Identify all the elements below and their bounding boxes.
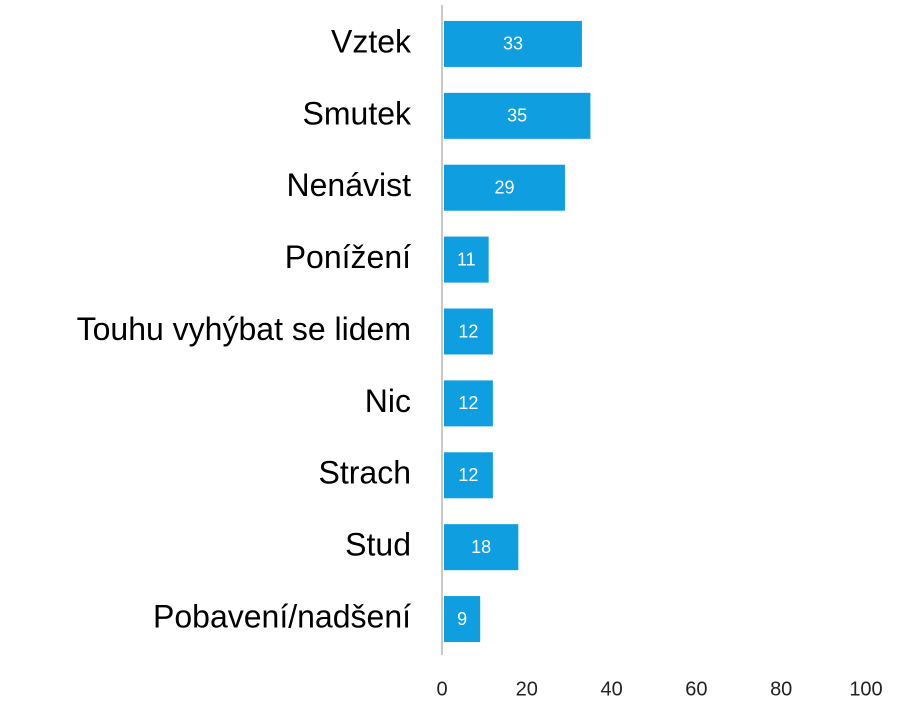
data-label: 33	[503, 34, 523, 54]
x-tick-label: 20	[516, 678, 538, 700]
bar	[444, 596, 481, 643]
y-tick-label: Touhu vyhýbat se lidem	[77, 311, 411, 347]
data-label: 12	[458, 393, 478, 413]
bar	[444, 20, 582, 67]
bar	[444, 308, 493, 355]
y-tick-label: Ponížení	[285, 239, 411, 275]
y-tick-label: Stud	[345, 527, 411, 563]
data-label: 18	[471, 537, 491, 557]
y-tick-label: Nenávist	[287, 167, 412, 203]
y-tick-label: Nic	[365, 383, 411, 419]
y-tick-label: Vztek	[331, 23, 412, 59]
data-label: 29	[494, 177, 514, 197]
bar	[444, 380, 493, 427]
bar	[444, 92, 591, 139]
x-tick-label: 40	[600, 678, 622, 700]
y-tick-label: Pobavení/nadšení	[153, 599, 411, 635]
data-label: 35	[507, 106, 527, 126]
x-tick-label: 0	[436, 678, 447, 700]
x-tick-label: 80	[770, 678, 792, 700]
data-label: 12	[458, 465, 478, 485]
data-label: 9	[457, 609, 467, 629]
data-label: 11	[457, 249, 476, 269]
bar	[444, 524, 519, 571]
y-tick-label: Smutek	[303, 95, 412, 131]
bar	[444, 236, 489, 283]
bar	[444, 452, 493, 499]
data-label: 12	[458, 321, 478, 341]
x-tick-label: 100	[849, 678, 882, 700]
x-tick-label: 60	[685, 678, 707, 700]
y-tick-label: Strach	[319, 455, 411, 491]
bar	[444, 164, 565, 211]
